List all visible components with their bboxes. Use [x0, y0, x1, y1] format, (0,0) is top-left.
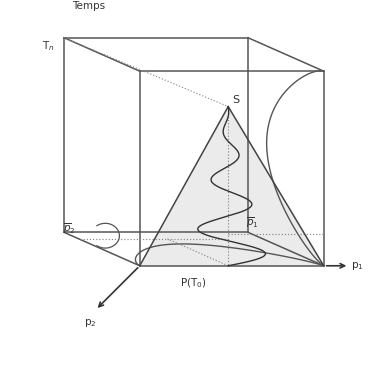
Text: p$_1$: p$_1$	[351, 260, 364, 272]
Text: $\overline{p}_1$: $\overline{p}_1$	[246, 216, 259, 230]
Text: P(T$_0$): P(T$_0$)	[180, 276, 207, 290]
Text: Temps: Temps	[72, 1, 106, 11]
Text: $\overline{p}_2$: $\overline{p}_2$	[63, 221, 76, 236]
Text: T$_n$: T$_n$	[42, 39, 55, 53]
Text: S: S	[232, 95, 240, 105]
Text: p$_2$: p$_2$	[84, 317, 96, 329]
Polygon shape	[140, 107, 324, 266]
